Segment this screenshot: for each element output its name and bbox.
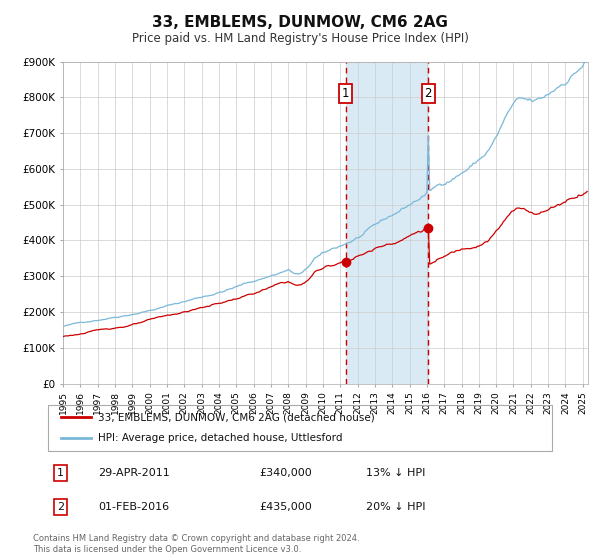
Text: 33, EMBLEMS, DUNMOW, CM6 2AG: 33, EMBLEMS, DUNMOW, CM6 2AG — [152, 15, 448, 30]
Text: This data is licensed under the Open Government Licence v3.0.: This data is licensed under the Open Gov… — [33, 545, 301, 554]
Text: 13% ↓ HPI: 13% ↓ HPI — [365, 468, 425, 478]
Text: HPI: Average price, detached house, Uttlesford: HPI: Average price, detached house, Uttl… — [98, 433, 343, 444]
Text: 1: 1 — [342, 87, 350, 100]
Text: 33, EMBLEMS, DUNMOW, CM6 2AG (detached house): 33, EMBLEMS, DUNMOW, CM6 2AG (detached h… — [98, 412, 375, 422]
Text: 01-FEB-2016: 01-FEB-2016 — [98, 502, 170, 512]
Text: £435,000: £435,000 — [260, 502, 313, 512]
Bar — [346, 62, 428, 384]
Text: 20% ↓ HPI: 20% ↓ HPI — [365, 502, 425, 512]
Text: Price paid vs. HM Land Registry's House Price Index (HPI): Price paid vs. HM Land Registry's House … — [131, 31, 469, 45]
Text: 2: 2 — [424, 87, 432, 100]
Text: £340,000: £340,000 — [260, 468, 313, 478]
Text: Contains HM Land Registry data © Crown copyright and database right 2024.: Contains HM Land Registry data © Crown c… — [33, 534, 359, 543]
Text: 1: 1 — [57, 468, 64, 478]
Text: 29-APR-2011: 29-APR-2011 — [98, 468, 170, 478]
Text: 2: 2 — [57, 502, 64, 512]
